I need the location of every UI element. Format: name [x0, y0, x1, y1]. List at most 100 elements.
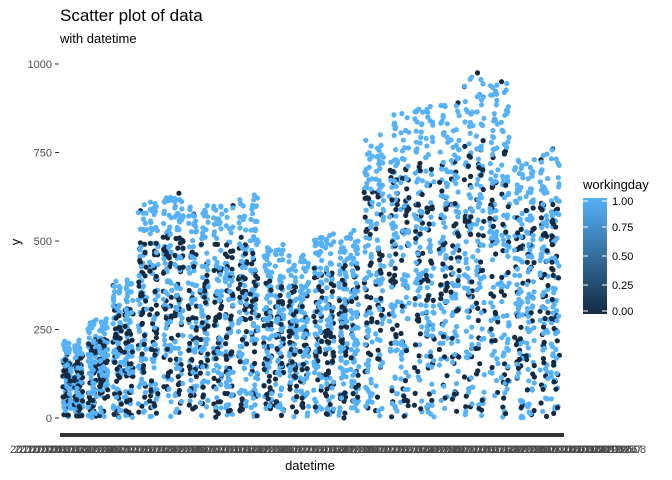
data-point — [494, 377, 500, 384]
data-point — [419, 311, 426, 317]
data-point — [139, 403, 145, 409]
data-point — [329, 385, 335, 391]
data-point — [263, 405, 269, 411]
data-point — [545, 286, 551, 292]
data-point — [443, 167, 449, 173]
data-point — [416, 293, 422, 300]
data-point — [168, 194, 174, 201]
data-point — [469, 401, 475, 407]
data-point — [444, 280, 450, 286]
x-tick-label: 2011-09 — [216, 444, 256, 456]
data-point — [216, 221, 222, 227]
data-point — [228, 313, 234, 319]
data-point — [317, 311, 323, 317]
data-point — [236, 220, 242, 226]
data-point — [188, 392, 194, 399]
data-point — [76, 340, 82, 346]
data-point — [378, 270, 384, 276]
data-point — [66, 340, 72, 346]
data-point — [175, 382, 181, 388]
data-point — [179, 206, 185, 212]
data-point — [423, 272, 429, 278]
data-point — [306, 353, 312, 359]
data-point — [323, 411, 329, 417]
x-tick-label: 2011-03 — [361, 444, 401, 456]
x-tick-label: 2012-05 — [507, 444, 547, 456]
data-point — [152, 201, 158, 207]
data-point — [294, 318, 300, 324]
data-point — [530, 237, 536, 243]
data-point — [302, 351, 308, 357]
data-point — [373, 297, 379, 303]
data-point — [262, 316, 268, 322]
data-point — [161, 332, 167, 338]
x-tick-label: 2012-08 — [434, 444, 474, 456]
x-tick-label: 2011-12 — [314, 444, 354, 456]
data-point — [287, 364, 293, 370]
data-point — [367, 231, 373, 237]
data-point — [514, 282, 520, 288]
data-point — [417, 244, 423, 250]
data-point — [430, 309, 436, 315]
data-point — [477, 361, 483, 367]
data-point — [88, 375, 94, 381]
data-point — [480, 94, 487, 100]
data-point — [116, 283, 122, 289]
data-point — [115, 351, 121, 357]
data-point — [244, 391, 250, 397]
data-point — [365, 358, 372, 364]
data-point — [201, 294, 207, 300]
data-point — [90, 387, 97, 393]
data-point — [350, 255, 357, 261]
data-point — [529, 303, 536, 309]
data-point — [177, 350, 183, 356]
data-point — [506, 134, 512, 140]
data-point — [153, 396, 159, 402]
data-point — [414, 312, 421, 318]
data-point — [101, 343, 107, 349]
data-point — [326, 397, 332, 403]
data-point — [389, 201, 395, 207]
data-point — [479, 267, 485, 273]
data-point — [454, 308, 460, 314]
data-point — [177, 265, 183, 271]
data-point — [304, 366, 310, 372]
data-point — [354, 309, 360, 315]
data-point — [428, 353, 434, 359]
x-tick-label: 2011-12 — [57, 444, 97, 456]
data-point — [513, 342, 520, 348]
data-point — [243, 358, 249, 364]
data-point — [147, 398, 153, 404]
data-point — [398, 206, 404, 213]
data-point — [517, 273, 523, 279]
data-point — [512, 255, 518, 261]
data-point — [494, 82, 500, 88]
data-point — [161, 256, 167, 262]
data-point — [313, 288, 319, 294]
data-point — [554, 370, 560, 376]
data-point — [277, 392, 283, 398]
data-point — [273, 252, 279, 258]
data-point — [355, 372, 361, 378]
data-point — [248, 404, 254, 411]
data-point — [319, 288, 325, 294]
data-point — [192, 220, 198, 226]
data-point — [153, 302, 159, 308]
data-point — [313, 353, 319, 359]
data-point — [153, 410, 159, 416]
data-point — [474, 268, 480, 274]
data-point — [191, 264, 197, 270]
data-point — [441, 309, 447, 315]
data-point — [163, 315, 169, 321]
data-point — [147, 312, 153, 318]
data-point — [374, 336, 381, 342]
data-point — [261, 383, 267, 389]
data-point — [416, 353, 422, 359]
data-point — [429, 333, 435, 339]
data-point — [474, 287, 480, 293]
data-point — [291, 351, 297, 357]
data-point — [97, 339, 103, 345]
data-point — [425, 362, 431, 368]
data-point — [551, 410, 557, 416]
data-point — [427, 237, 433, 243]
